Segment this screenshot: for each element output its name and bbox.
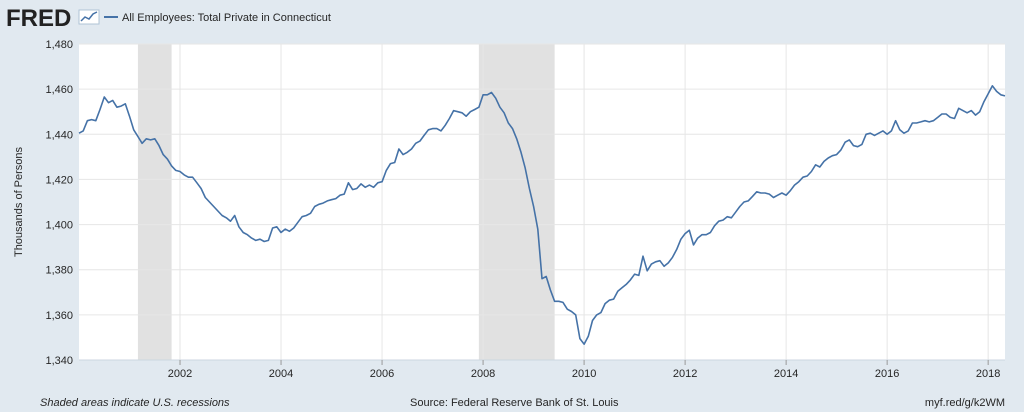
x-tick-label: 2014	[774, 368, 798, 380]
recession-shading	[137, 44, 555, 360]
fred-logo[interactable]: FRED	[6, 5, 71, 32]
y-tick-label: 1,440	[45, 129, 73, 141]
y-tick-label: 1,400	[45, 220, 73, 232]
x-tick-label: 2006	[370, 368, 394, 380]
recession-note: Shaded areas indicate U.S. recessions	[40, 397, 230, 409]
short-link[interactable]: myf.red/g/k2WM	[925, 397, 1005, 409]
x-tick-label: 2016	[875, 368, 899, 380]
x-axis: 2002 2004 2006 2008 2010 2012 2014 2016 2018	[79, 359, 1005, 380]
recession-band	[137, 44, 172, 360]
y-tick-label: 1,420	[45, 174, 73, 186]
x-tick-label: 2002	[168, 368, 192, 380]
x-tick-label: 2012	[673, 368, 697, 380]
source-text: Source: Federal Reserve Bank of St. Loui…	[410, 397, 619, 409]
legend-label[interactable]: All Employees: Total Private in Connecti…	[122, 12, 331, 24]
y-tick-label: 1,360	[45, 310, 73, 322]
y-axis: 1,340 1,360 1,380 1,400 1,420 1,440 1,460 1,480	[45, 39, 73, 367]
y-tick-label: 1,480	[45, 39, 73, 51]
x-tick-label: 2018	[976, 368, 1000, 380]
y-tick-label: 1,340	[45, 355, 73, 367]
y-tick-label: 1,460	[45, 84, 73, 96]
x-tick-label: 2010	[572, 368, 596, 380]
x-tick-label: 2008	[471, 368, 495, 380]
series-line[interactable]	[78, 85, 1006, 346]
line-chart-icon	[78, 9, 100, 25]
recession-band	[478, 44, 555, 360]
x-tick-label: 2004	[269, 368, 293, 380]
y-tick-label: 1,380	[45, 265, 73, 277]
y-axis-label: Thousands of Persons	[13, 146, 25, 257]
